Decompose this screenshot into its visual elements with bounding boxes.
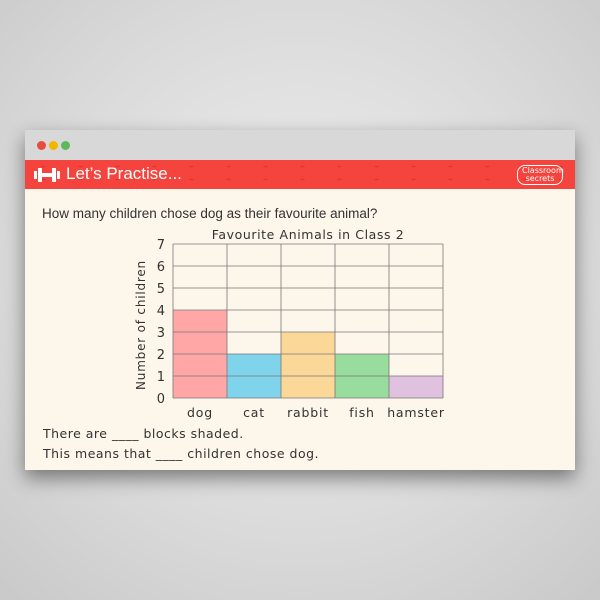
title-bar [25,130,575,160]
x-tick-label: dog [187,405,213,420]
y-axis-label: Number of children [134,260,148,390]
slide-window: Let’s Practise... Classroom secrets How … [25,130,575,470]
x-tick-label: fish [349,405,375,420]
y-tick-label: 7 [157,238,165,253]
y-tick-label: 3 [157,326,165,341]
bar-rabbit [281,332,335,398]
maximize-dot[interactable] [61,141,70,150]
classroom-secrets-logo: Classroom secrets [517,165,564,185]
chart-title: Favourite Animals in Class 2 [212,227,405,242]
question-text: How many children chose dog as their fav… [42,206,378,221]
y-tick-label: 1 [157,370,165,385]
y-tick-label: 4 [157,304,165,319]
header-banner: Let’s Practise... Classroom secrets [25,160,575,189]
bar-hamster [389,376,443,398]
dumbbell-icon [34,168,60,182]
y-tick-label: 5 [157,282,165,297]
y-tick-label: 2 [157,348,165,363]
bar-chart: 0 1 2 3 4 5 6 7 dog cat rabbit fish hamster Favourite… [134,227,445,420]
minimize-dot[interactable] [49,141,58,150]
x-tick-label: hamster [387,405,445,420]
sentence-children: This means that ____ children chose dog. [43,446,320,461]
x-tick-label: cat [243,405,265,420]
sentence-blocks: There are ____ blocks shaded. [43,426,244,441]
y-tick-label: 0 [157,392,165,407]
close-dot[interactable] [37,141,46,150]
y-tick-label: 6 [157,260,165,275]
x-tick-label: rabbit [287,405,329,420]
header-title: Let’s Practise... [66,164,182,183]
